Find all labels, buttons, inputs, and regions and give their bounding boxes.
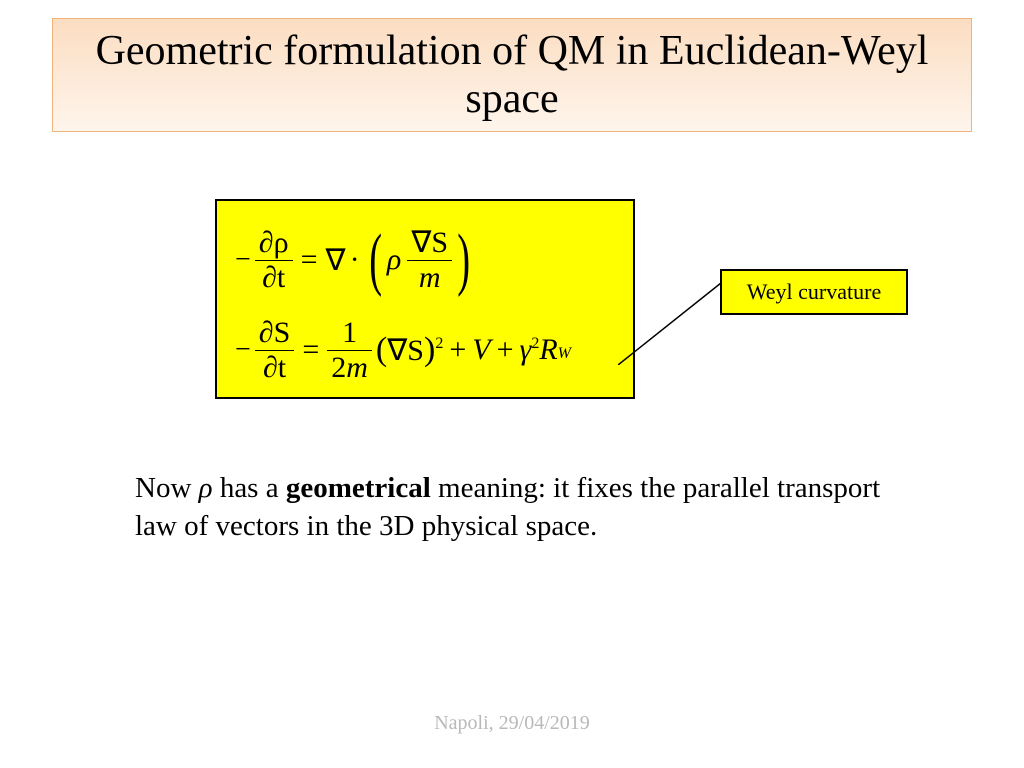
callout-label: Weyl curvature — [747, 279, 881, 305]
left-paren: ( — [369, 225, 382, 295]
lhs-fraction: ∂ρ ∂t — [255, 228, 293, 293]
potential-v: V — [472, 333, 490, 367]
body-rho: ρ — [199, 472, 213, 504]
minus-sign: − — [235, 244, 251, 276]
continuity-equation: − ∂ρ ∂t = ∇ · ( ρ ∇S m ) — [235, 215, 615, 305]
gamma-exponent: 2 — [531, 335, 539, 353]
inner-num: ∇S — [411, 226, 448, 259]
right-paren: ) — [457, 225, 470, 295]
body-mid: has a — [213, 472, 286, 504]
plus-sign: + — [449, 333, 466, 367]
inner-den: m — [415, 263, 445, 293]
lhs2-num: ∂S — [259, 316, 291, 349]
minus-sign-2: − — [235, 334, 251, 366]
grad-exponent: 2 — [435, 335, 443, 353]
r-subscript: W — [558, 345, 571, 363]
equals-sign-2: = — [302, 333, 319, 367]
lhs-den: ∂t — [262, 261, 285, 294]
gamma-symbol: γ — [520, 333, 532, 367]
lhs-fraction-2: ∂S ∂t — [255, 318, 295, 383]
title-banner: Geometric formulation of QM in Euclidean… — [52, 18, 972, 132]
coeff-num: 1 — [338, 318, 361, 348]
hamilton-jacobi-equation: − ∂S ∂t = 1 2m ( ∇S ) 2 + V + γ 2 R W — [235, 305, 615, 395]
equation-box: − ∂ρ ∂t = ∇ · ( ρ ∇S m ) − ∂S ∂t = 1 2m — [215, 199, 635, 399]
plus-sign-2: + — [497, 333, 514, 367]
explanation-text: Now ρ has a geometrical meaning: it fixe… — [135, 470, 895, 545]
rho-symbol: ρ — [387, 243, 401, 277]
body-bold: geometrical — [286, 472, 431, 504]
nabla: ∇ — [326, 243, 346, 278]
lhs2-den: ∂t — [263, 351, 286, 384]
inner-fraction: ∇S m — [407, 228, 452, 293]
grad-s: ∇S — [387, 333, 424, 368]
dot-operator: · — [350, 243, 360, 277]
r-symbol: R — [539, 333, 557, 367]
slide-title: Geometric formulation of QM in Euclidean… — [73, 27, 951, 124]
right-paren-2: ) — [424, 331, 435, 369]
left-paren-2: ( — [376, 331, 387, 369]
equals-sign: = — [301, 243, 318, 277]
coeff-den: 2m — [327, 353, 372, 383]
coeff-fraction: 1 2m — [327, 318, 372, 383]
body-pre: Now — [135, 472, 199, 504]
weyl-curvature-callout: Weyl curvature — [720, 269, 908, 315]
lhs-num: ∂ρ — [259, 226, 289, 259]
slide-footer: Napoli, 29/04/2019 — [0, 712, 1024, 735]
